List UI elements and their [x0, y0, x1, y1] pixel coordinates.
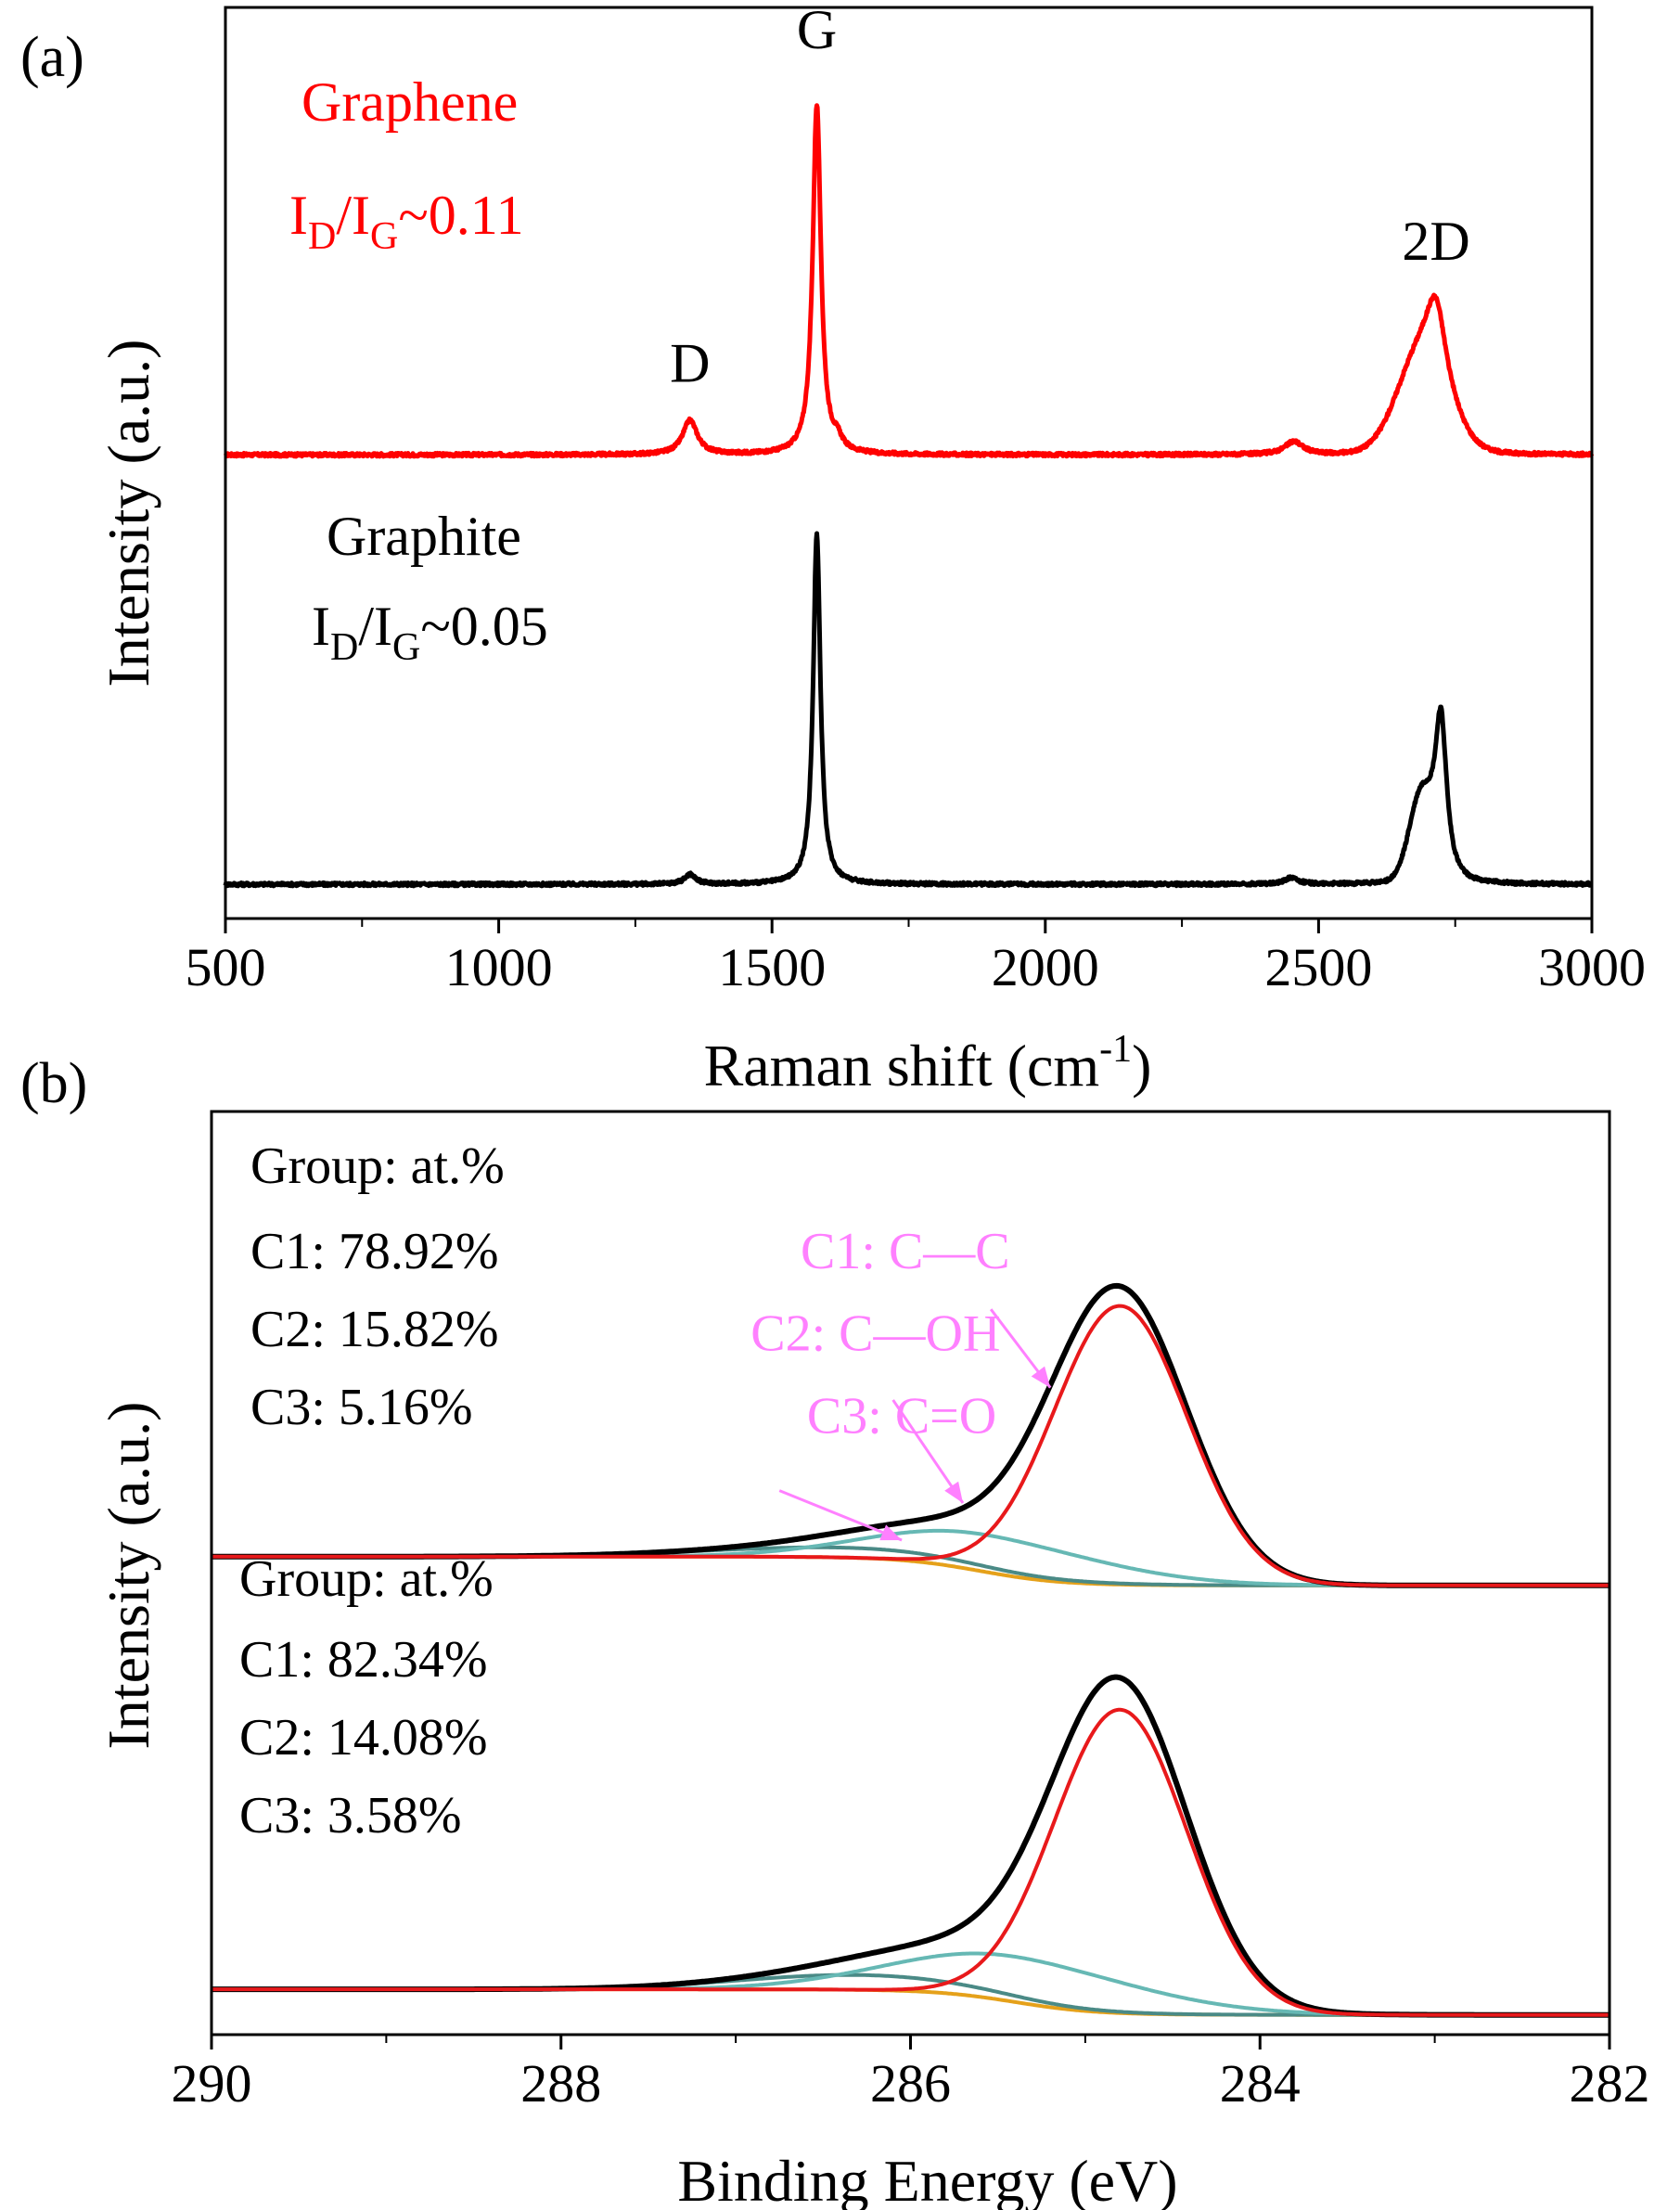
graphene-ratio-slash: /I: [336, 185, 370, 246]
raman-x-tick-label: 2000: [992, 937, 1099, 997]
raman-series-graphene: [224, 103, 1595, 459]
annotation-arrowhead-c1: [1031, 1366, 1051, 1388]
xps-y-axis-title: Intensity (a.u.): [96, 1402, 161, 1750]
legend-graphite: Graphite: [327, 506, 521, 567]
raman-spectra: [223, 103, 1595, 889]
raman-x-ticks: 500 1000 1500 2000 2500 3000: [186, 919, 1646, 997]
raman-x-tick-label: 2500: [1264, 937, 1372, 997]
xps-x-tick-label: 282: [1570, 2053, 1650, 2114]
xps-x-tick-label: 290: [172, 2053, 252, 2114]
legend-graphene: Graphene: [301, 71, 518, 133]
graphene-ratio-sub-d: D: [308, 215, 336, 258]
composition-top-heading: Group: at.%: [250, 1137, 505, 1195]
peak-label-g: G: [797, 0, 837, 60]
xps-bottom-c2: [212, 1951, 1609, 2017]
graphite-ratio-i: I: [312, 596, 330, 657]
graphene-ratio-sub-g: G: [370, 215, 398, 258]
raman-x-tick-label: 3000: [1538, 937, 1646, 997]
raman-x-axis-title: Raman shift (cm-1): [704, 1028, 1152, 1099]
composition-bottom-c1: C1: 82.34%: [239, 1631, 488, 1689]
raman-x-tick-label: 500: [186, 937, 266, 997]
raman-x-axis-title-sup: -1: [1099, 1028, 1132, 1071]
xps-panel: (b) 290 288 286 284 282 C1: C—C C2: C—OH C3: C…: [20, 1052, 1650, 2210]
raman-x-tick-label: 1000: [445, 937, 553, 997]
annotation-arrowhead-c3: [879, 1524, 903, 1541]
xps-bottom-c1: [212, 1707, 1609, 2017]
xps-x-axis-title: Binding Energy (eV): [677, 2148, 1177, 2210]
raman-y-axis-title: Intensity (a.u.): [96, 340, 161, 687]
raman-series-graphite: [223, 531, 1594, 889]
xps-x-tick-label: 284: [1220, 2053, 1301, 2114]
composition-top-c2: C2: 15.82%: [250, 1301, 499, 1358]
composition-bottom: Group: at.% C1: 82.34% C2: 14.08% C3: 3.…: [239, 1550, 494, 1844]
xps-bottom-background: [212, 1987, 1609, 2017]
raman-plot-area: [224, 6, 1594, 920]
graphene-ratio: ID/IG~0.11: [289, 185, 524, 258]
graphite-ratio-slash: /I: [358, 596, 392, 657]
graphite-ratio-value: ~0.05: [420, 596, 547, 657]
panel-b-label: (b): [20, 1052, 87, 1115]
composition-bottom-c2: C2: 14.08%: [239, 1709, 488, 1767]
xps-bottom-c3: [212, 1972, 1609, 2017]
xps-x-tick-label: 286: [870, 2053, 951, 2114]
annotation-arrowhead-c2: [944, 1481, 963, 1503]
annotation-arrow-c3: [778, 1489, 903, 1542]
xps-component-annotations: C1: C—C C2: C—OH C3: C=O: [750, 1223, 1052, 1542]
xps-x-tick-label: 288: [520, 2053, 601, 2114]
composition-top: Group: at.% C1: 78.92% C2: 15.82% C3: 5.…: [250, 1137, 505, 1436]
peak-label-d: D: [670, 332, 710, 393]
xps-x-ticks: 290 288 286 284 282: [172, 2035, 1650, 2114]
xps-spectra: [212, 1282, 1609, 2018]
graphite-ratio: ID/IG~0.05: [312, 596, 548, 669]
raman-x-axis-title-main: Raman shift (cm: [704, 1033, 1100, 1099]
annotation-arrow-c2: [891, 1399, 965, 1504]
xps-top-c1: [212, 1304, 1609, 1587]
peak-label-2d: 2D: [1402, 211, 1469, 272]
panel-a-label: (a): [20, 26, 84, 89]
annotation-c2: C2: C—OH: [750, 1305, 1000, 1363]
graphite-ratio-sub-g: G: [392, 626, 420, 669]
composition-bottom-heading: Group: at.%: [239, 1550, 494, 1608]
annotation-c1: C1: C—C: [801, 1223, 1010, 1280]
graphene-ratio-value: ~0.11: [398, 185, 523, 246]
raman-x-axis-title-close: ): [1132, 1033, 1151, 1099]
raman-axes-frame: [224, 6, 1594, 920]
graphite-ratio-sub-d: D: [330, 626, 358, 669]
graphene-ratio-i: I: [289, 185, 308, 246]
raman-peak-labels: D G 2D: [670, 0, 1470, 393]
composition-top-c3: C3: 5.16%: [250, 1379, 473, 1436]
composition-top-c1: C1: 78.92%: [250, 1223, 499, 1280]
annotation-c3: C3: C=O: [807, 1387, 996, 1445]
raman-x-tick-label: 1500: [718, 937, 826, 997]
composition-bottom-c3: C3: 3.58%: [239, 1787, 462, 1844]
